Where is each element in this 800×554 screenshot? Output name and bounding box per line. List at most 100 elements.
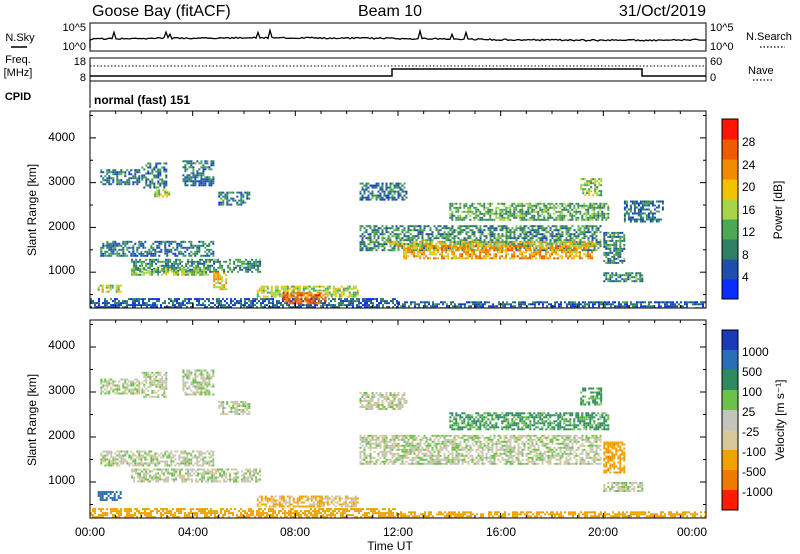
power-cell-3830 (531, 216, 534, 219)
power-cell-1720 (324, 287, 327, 290)
power-cell-404 (104, 252, 107, 255)
power-cell-3352 (539, 247, 542, 250)
power-cell-2055 (405, 239, 408, 242)
power-cell-4315 (625, 212, 628, 215)
power-cell-4010 (593, 212, 596, 215)
power-cell-2777 (583, 237, 586, 240)
power-cell-2846 (599, 245, 602, 248)
power-cell-3464 (359, 182, 362, 185)
power-cell-1700 (312, 289, 315, 292)
power-cell-1233 (172, 304, 174, 307)
power-cell-2786 (585, 235, 588, 238)
power-cell-4018 (595, 218, 598, 221)
power-cell-927 (257, 264, 260, 267)
power-cell-1896 (363, 243, 366, 246)
power-cell-652 (131, 258, 134, 261)
power-cell-4557 (494, 305, 496, 308)
power-cell-999 (181, 271, 184, 274)
power-cell-223 (186, 176, 189, 179)
power-cell-3858 (541, 212, 544, 215)
power-cell-3971 (581, 218, 584, 221)
power-cell-2653 (555, 227, 558, 230)
power-cell-4219 (621, 239, 624, 242)
power-cell-998 (181, 269, 184, 272)
power-cell-1207 (152, 306, 154, 308)
power-cell-4417 (655, 206, 658, 209)
velocity-cells (90, 369, 706, 518)
power-cell-1137 (112, 300, 114, 303)
velocity-cell-8 (102, 384, 105, 387)
power-cell-180 (165, 182, 168, 185)
power-cell-1146 (116, 302, 118, 305)
power-cell-2551 (529, 241, 532, 244)
power-cell-4497 (450, 303, 452, 306)
power-cell-4625 (550, 303, 552, 306)
power-cell-1668 (294, 285, 297, 288)
power-cell-2035 (399, 239, 402, 242)
power-cell-4332 (631, 216, 634, 219)
power-cell-3463 (591, 257, 594, 260)
power-cell-901 (247, 262, 250, 265)
power-cell-1480 (332, 298, 334, 301)
power-cell-1272 (198, 298, 200, 301)
power-cell-2401 (493, 235, 496, 238)
power-cell-398 (102, 244, 105, 247)
power-cell-3755 (509, 204, 512, 207)
power-cell-2489 (515, 227, 518, 230)
power-cell-2155 (429, 243, 432, 246)
power-cell-1943 (375, 233, 378, 236)
velocity-cell-26 (108, 390, 111, 393)
power-cell-3725 (499, 208, 502, 211)
power-cell-773 (187, 258, 190, 261)
power-cell-2667 (557, 239, 560, 242)
power-cell-4190 (615, 253, 618, 256)
power-cell-3433 (575, 253, 578, 256)
power-cell-1084 (105, 286, 108, 289)
power-cell-2966 (513, 240, 516, 243)
power-cell-605 (190, 250, 193, 253)
power-cell-129 (151, 180, 154, 183)
power-cell-1694 (308, 285, 311, 288)
power-cell-613 (194, 254, 197, 257)
power-cell-1112 (94, 306, 96, 308)
power-cell-3612 (455, 208, 458, 211)
power-cell-1052 (217, 280, 220, 283)
power-cell-45 (118, 179, 121, 182)
power-cell-3978 (585, 208, 588, 211)
power-cell-341 (222, 195, 225, 198)
power-cell-2129 (423, 229, 426, 232)
power-cell-1558 (376, 300, 378, 303)
power-cell-2679 (561, 225, 564, 228)
power-cell-1948 (377, 227, 380, 230)
power-cell-415 (108, 248, 111, 251)
power-cell-2731 (573, 233, 576, 236)
power-cell-4723 (622, 301, 624, 304)
power-cell-222 (186, 174, 189, 177)
power-cell-3502 (373, 186, 376, 189)
power-cell-4048 (605, 216, 608, 219)
power-cell-2607 (541, 249, 544, 252)
power-cell-4764 (652, 305, 654, 308)
power-cell-2199 (443, 241, 446, 244)
power-cell-2862 (405, 242, 408, 245)
power-cell-3979 (585, 210, 588, 213)
power-cell-2848 (387, 240, 390, 243)
power-cell-171 (163, 182, 166, 185)
power-cell-1328 (236, 302, 238, 305)
power-cell-3828 (531, 210, 534, 213)
power-cell-4091 (594, 180, 597, 183)
power-cell-4134 (605, 255, 608, 258)
power-cell-1981 (385, 229, 388, 232)
power-cell-3136 (443, 249, 446, 252)
power-cell-1884 (361, 233, 364, 236)
power-cell-3745 (505, 208, 508, 211)
power-cell-3985 (587, 206, 590, 209)
power-cell-1166 (128, 304, 130, 307)
power-cell-4456 (418, 303, 420, 306)
power-cell-764 (181, 264, 184, 267)
power-cell-260 (196, 160, 199, 163)
power-cell-3621 (457, 218, 460, 221)
power-cell-3950 (573, 210, 576, 213)
power-cell-282 (200, 184, 203, 187)
power-cell-3753 (507, 216, 510, 219)
